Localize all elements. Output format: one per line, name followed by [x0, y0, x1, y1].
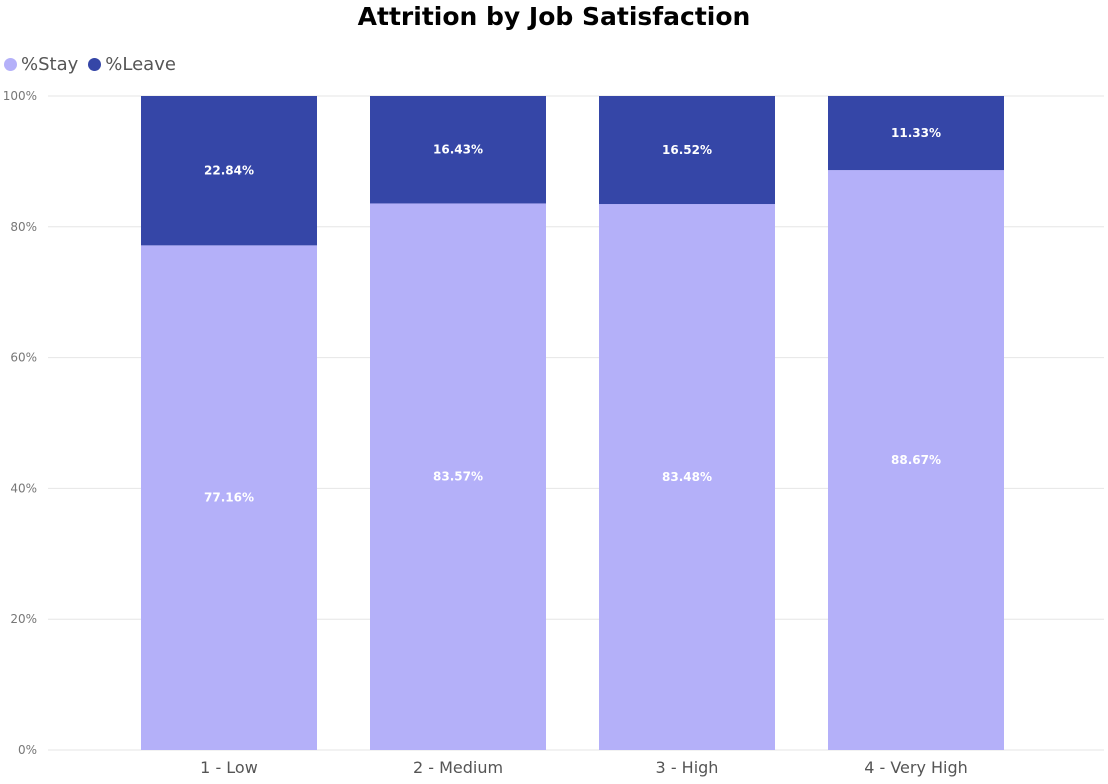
x-category-label-1: 1 - Low: [200, 758, 258, 777]
data-label-stay-2: 83.57%: [433, 470, 483, 484]
legend: %Stay %Leave: [4, 54, 186, 75]
y-tick-label-20: 20%: [10, 612, 37, 626]
bar-leave-3: [599, 96, 775, 205]
x-category-label-3: 3 - High: [656, 758, 719, 777]
y-tick-label-0: 0%: [18, 743, 37, 757]
legend-swatch-leave: [88, 58, 102, 71]
legend-item-stay[interactable]: %Stay: [4, 54, 78, 75]
legend-label-stay: %Stay: [21, 54, 79, 75]
y-tick-label-80: 80%: [10, 220, 37, 234]
y-tick-label-100: 100%: [3, 89, 37, 103]
y-tick-label-40: 40%: [10, 481, 37, 495]
y-tick-label-60: 60%: [10, 351, 37, 365]
legend-item-leave[interactable]: %Leave: [88, 54, 176, 75]
data-label-stay-3: 83.48%: [662, 470, 712, 484]
x-category-label-2: 2 - Medium: [413, 758, 503, 777]
bar-stay-4: [828, 170, 1004, 750]
bar-leave-1: [141, 96, 317, 246]
data-label-stay-4: 88.67%: [891, 453, 941, 467]
data-label-leave-3: 16.52%: [662, 143, 712, 157]
bar-stay-2: [370, 203, 546, 750]
data-label-leave-4: 11.33%: [891, 126, 941, 140]
bar-stay-1: [141, 245, 317, 750]
legend-swatch-stay: [4, 58, 17, 71]
bar-leave-4: [828, 96, 1004, 171]
legend-label-leave: %Leave: [105, 54, 176, 75]
data-label-leave-1: 22.84%: [204, 164, 254, 178]
bar-stay-3: [599, 204, 775, 751]
x-category-label-4: 4 - Very High: [864, 758, 968, 777]
bar-leave-2: [370, 96, 546, 204]
chart-title: Attrition by Job Satisfaction: [357, 2, 751, 31]
data-label-stay-1: 77.16%: [204, 491, 254, 505]
data-label-leave-2: 16.43%: [433, 143, 483, 157]
